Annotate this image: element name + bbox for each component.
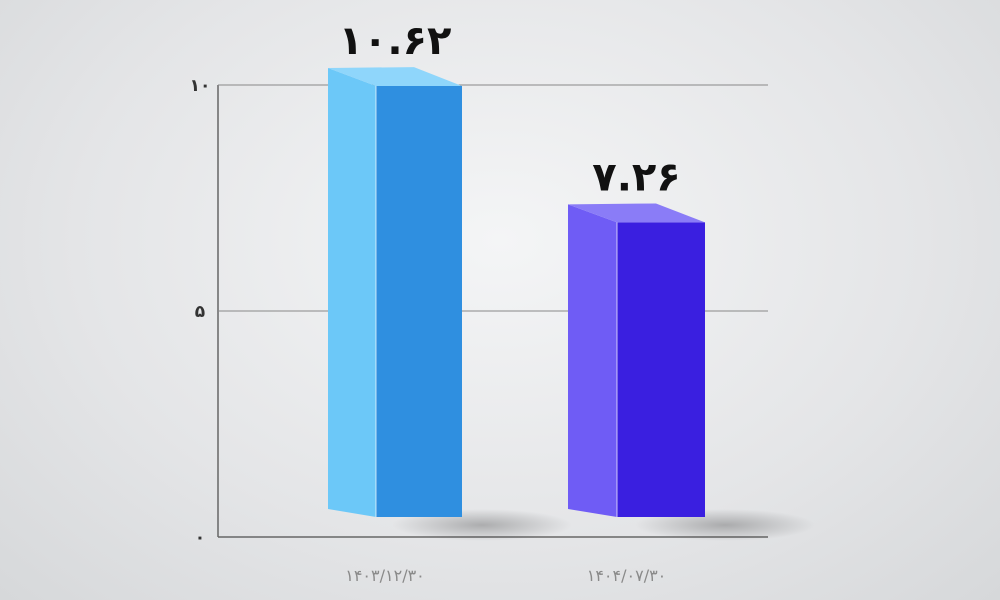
bar-left-face [568, 204, 617, 518]
y-tick-label: ۰ [195, 528, 205, 548]
bar-top-face [328, 67, 462, 86]
x-tick-label: ۱۴۰۳/۱۲/۳۰ [345, 566, 425, 585]
bar-front-face [617, 222, 705, 518]
y-tick-label: ۱۰ [190, 76, 211, 96]
bar-left-face [328, 68, 376, 517]
data-label: ۷.۲۶ [592, 154, 680, 200]
bar-front-face [376, 86, 462, 517]
data-label: ۱۰.۶۲ [339, 18, 452, 64]
bar-2 [568, 203, 815, 541]
x-tick-label: ۱۴۰۴/۰۷/۳۰ [587, 566, 667, 585]
bar-1 [328, 67, 572, 541]
bar-top-face [568, 203, 705, 223]
y-tick-label: ۵ [195, 302, 205, 322]
